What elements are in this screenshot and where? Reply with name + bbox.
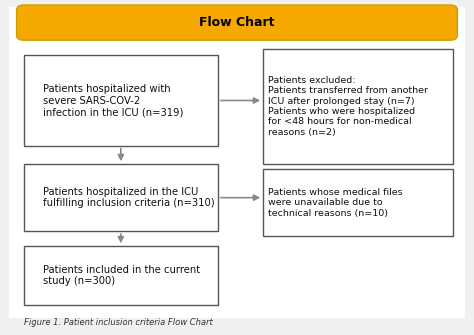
Text: Patients hospitalized in the ICU
fulfilling inclusion criteria (n=310): Patients hospitalized in the ICU fulfill… xyxy=(43,187,214,208)
FancyBboxPatch shape xyxy=(24,55,218,146)
Text: Patients excluded:
Patients transferred from another
ICU after prolonged stay (n: Patients excluded: Patients transferred … xyxy=(268,76,428,137)
FancyBboxPatch shape xyxy=(9,7,465,318)
FancyBboxPatch shape xyxy=(24,246,218,305)
FancyBboxPatch shape xyxy=(17,5,457,40)
FancyBboxPatch shape xyxy=(263,49,453,164)
Text: Flow Chart: Flow Chart xyxy=(199,16,275,29)
FancyBboxPatch shape xyxy=(24,164,218,231)
Text: Patients hospitalized with
severe SARS-COV-2
infection in the ICU (n=319): Patients hospitalized with severe SARS-C… xyxy=(43,84,183,117)
FancyBboxPatch shape xyxy=(263,169,453,236)
Text: Figure 1. Patient inclusion criteria Flow Chart: Figure 1. Patient inclusion criteria Flo… xyxy=(24,318,212,327)
Text: Patients included in the current
study (n=300): Patients included in the current study (… xyxy=(43,265,200,286)
Text: Patients whose medical files
were unavailable due to
technical reasons (n=10): Patients whose medical files were unavai… xyxy=(268,188,402,217)
